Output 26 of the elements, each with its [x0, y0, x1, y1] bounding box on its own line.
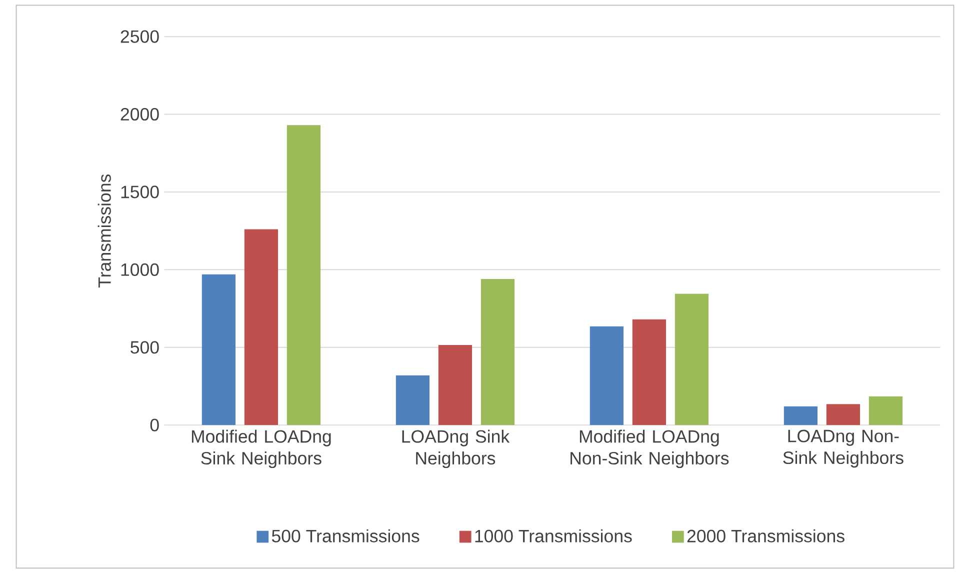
y-tick-label: 2000: [120, 108, 159, 120]
bar: [632, 319, 666, 425]
bar: [396, 375, 430, 425]
legend-label: 1000 Transmissions: [475, 529, 632, 542]
x-tick-label: LOADng Sink Neighbors: [402, 430, 510, 468]
x-tick-label: LOADng Non-Sink Neighbors: [783, 430, 904, 468]
x-tick-label: Modified LOADng Non-Sink Neighbors: [570, 430, 729, 468]
bar: [480, 278, 515, 425]
bar: [826, 404, 860, 425]
legend-label: 2000 Transmissions: [687, 529, 844, 542]
bar: [868, 396, 903, 425]
bar: [784, 406, 818, 425]
bar: [674, 294, 709, 425]
bar: [244, 229, 278, 425]
bar: [590, 326, 624, 425]
bar: [286, 124, 321, 425]
x-tick-label: Modified LOADng Sink Neighbors: [192, 430, 331, 468]
y-tick-label: 500: [130, 340, 159, 354]
bar: [438, 344, 472, 425]
y-axis-title: Transmissions: [98, 174, 111, 288]
y-tick-label: 0: [150, 418, 159, 432]
bar: [202, 274, 236, 425]
legend-label: 500 Transmissions: [272, 529, 420, 542]
y-tick-label: 1500: [121, 185, 159, 198]
y-tick-label: 2500: [120, 30, 159, 43]
y-tick-label: 1000: [121, 263, 159, 276]
